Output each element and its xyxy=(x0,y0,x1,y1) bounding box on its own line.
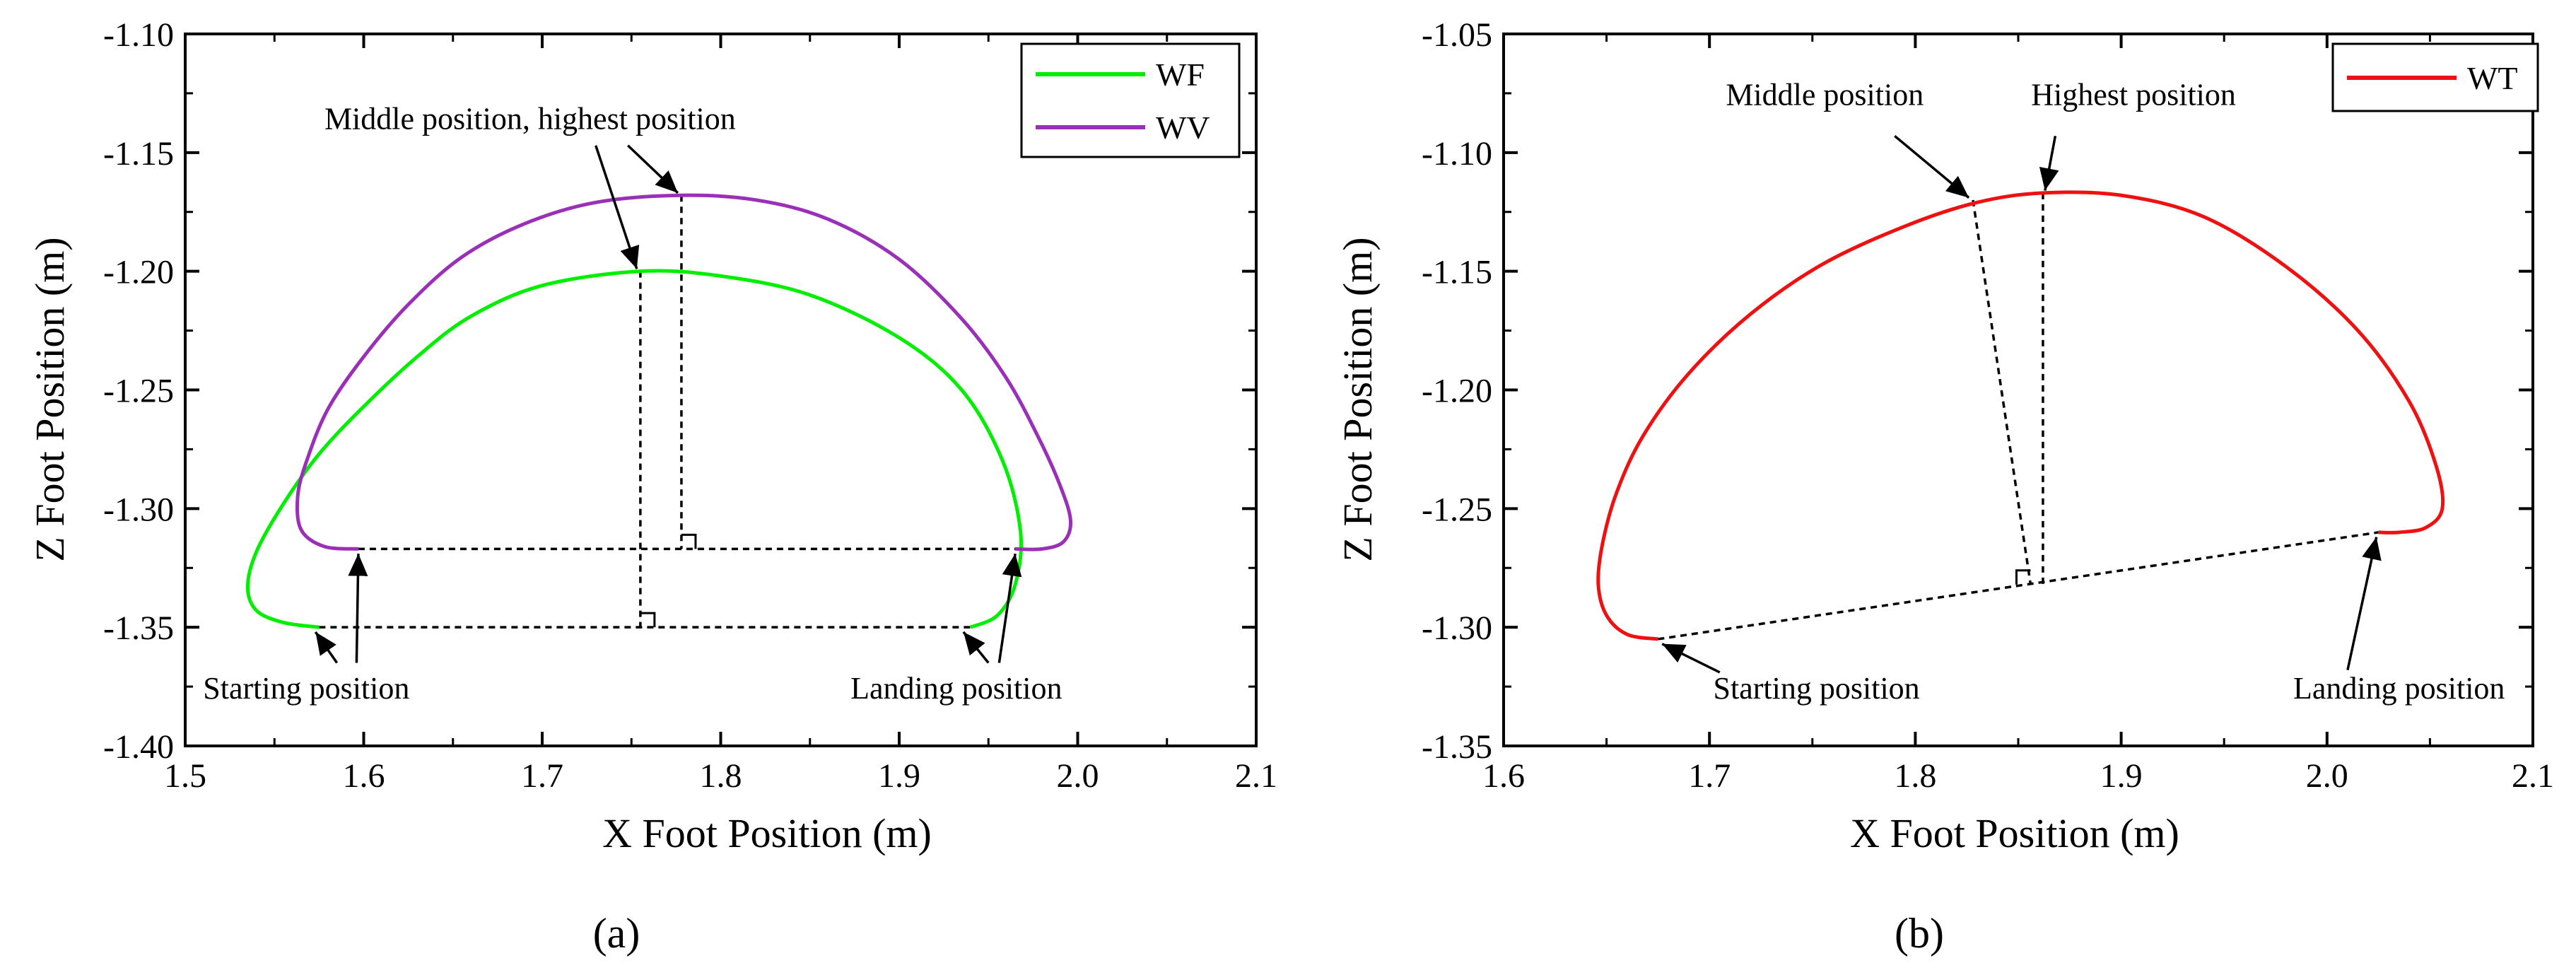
panel-a-annotation-arrow xyxy=(314,631,339,664)
panel-a-xtick-label: 2.1 xyxy=(1235,757,1277,795)
panel-b-annotation-arrow xyxy=(2039,136,2059,191)
panel-a-annotation: Middle position, highest position xyxy=(324,101,736,136)
panel-b-xtick-label: 1.6 xyxy=(1482,757,1525,795)
panel-b: 1.6 1.7 1.8 1.9 2.0 2.1 -1.05 -1.10 -1.15 -1.20 -1… xyxy=(1335,16,2554,957)
panel-a-right-angle-mark xyxy=(640,612,656,628)
panel-b-annotation: Highest position xyxy=(2031,78,2236,112)
panel-a-xtick-label: 1.7 xyxy=(521,757,563,795)
panel-b-ytick-label: -1.30 xyxy=(1422,609,1492,647)
panel-b-xtick-label: 2.1 xyxy=(2512,757,2554,795)
panel-a-ylabel: Z Foot Position (m) xyxy=(27,237,73,561)
panel-b-xtick-label: 1.9 xyxy=(2100,757,2143,795)
panel-a-ytick-label: -1.30 xyxy=(103,491,174,528)
panel-a-annotation-arrow xyxy=(997,553,1022,663)
panel-b-annotation: Starting position xyxy=(1714,671,1920,706)
panel-b-xlabel: X Foot Position (m) xyxy=(1850,810,2179,856)
panel-a-annotation-arrow xyxy=(348,554,368,663)
panel-b-reference-line xyxy=(1658,531,2379,641)
panel-b-ytick-label: -1.05 xyxy=(1422,16,1492,54)
panel-a-ytick-label: -1.40 xyxy=(103,728,174,766)
panel-a-annotation: Starting position xyxy=(203,671,409,706)
panel-a-ytick-label: -1.10 xyxy=(103,16,174,54)
panel-a-annotation-arrow xyxy=(626,144,679,194)
panel-a-legend: WF WV xyxy=(1020,42,1241,158)
panel-b-ytick-label: -1.20 xyxy=(1422,373,1492,410)
legend-wv-label: WV xyxy=(1156,110,1210,146)
panel-b-ytick-label: -1.25 xyxy=(1422,491,1492,528)
panel-a-annotation-arrow xyxy=(595,145,640,269)
panel-b-ytick-label: -1.15 xyxy=(1422,254,1492,291)
panel-a: 1.5 1.6 1.7 1.8 1.9 2.0 2.1 -1.10 -1.15 -1.20 -1.2… xyxy=(27,16,1277,957)
panel-a-ytick-label: -1.15 xyxy=(103,135,174,173)
legend-wt-label: WT xyxy=(2467,60,2518,96)
panel-b-plot-area: 1.6 1.7 1.8 1.9 2.0 2.1 -1.05 -1.10 -1.15 -1.20 -1… xyxy=(1422,16,2554,795)
panel-a-xtick-label: 1.6 xyxy=(343,757,385,795)
panel-b-ylabel: Z Foot Position (m) xyxy=(1335,237,1381,561)
panel-a-ytick-label: -1.20 xyxy=(103,254,174,291)
series-wf-line xyxy=(245,269,1024,629)
panel-b-xtick-label: 1.8 xyxy=(1894,757,1936,795)
panel-b-ytick-label: -1.35 xyxy=(1422,728,1492,766)
series-wv-line xyxy=(295,193,1072,551)
panel-a-xlabel: X Foot Position (m) xyxy=(602,810,932,856)
panel-a-xtick-label: 1.8 xyxy=(700,757,742,795)
panel-a-legend-box xyxy=(1020,42,1241,158)
panel-a-ytick-label: -1.35 xyxy=(103,609,174,647)
panel-a-xtick-label: 2.0 xyxy=(1057,757,1099,795)
panel-b-ytick-label: -1.10 xyxy=(1422,135,1492,173)
panel-a-plot-area: 1.5 1.6 1.7 1.8 1.9 2.0 2.1 -1.10 -1.15 -1.20 -1.2… xyxy=(103,16,1277,795)
panel-b-right-angle-mark xyxy=(2015,569,2031,585)
panel-a-xtick-label: 1.9 xyxy=(878,757,920,795)
panel-b-xtick-label: 1.7 xyxy=(1688,757,1731,795)
panel-a-annotation-arrow xyxy=(962,631,990,664)
panel-a-right-angle-mark xyxy=(681,533,697,549)
panel-b-annotation: Landing position xyxy=(2293,671,2505,706)
panel-b-annotation-arrow xyxy=(1661,643,1721,674)
legend-wf-label: WF xyxy=(1156,57,1205,93)
panel-a-annotation: Landing position xyxy=(850,671,1062,706)
panel-b-xtick-label: 2.0 xyxy=(2306,757,2348,795)
panel-b-legend: WT xyxy=(2331,42,2539,112)
panel-b-annotation-arrow xyxy=(2346,537,2382,670)
series-wt-line xyxy=(1596,190,2445,641)
panel-a-xtick-label: 1.5 xyxy=(164,757,206,795)
panel-b-annotation-arrow xyxy=(1894,134,1970,199)
panel-b-reference-line xyxy=(1972,199,2032,585)
panel-a-caption: (a) xyxy=(593,910,640,957)
panel-b-annotation: Middle position xyxy=(1726,78,1924,112)
panel-b-caption: (b) xyxy=(1895,910,1944,957)
panel-a-ytick-label: -1.25 xyxy=(103,373,174,410)
